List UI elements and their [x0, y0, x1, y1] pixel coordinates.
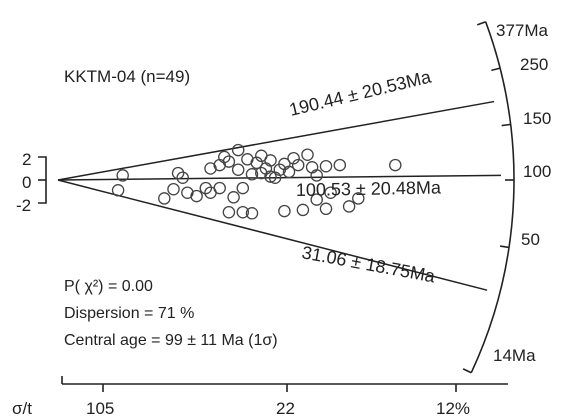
data-point: [116, 169, 129, 182]
age-ray: [57, 174, 501, 181]
x-axis: σ/t 105 22 12%: [12, 376, 508, 418]
x-tick-label: 22: [276, 399, 295, 418]
data-point: [222, 205, 236, 219]
radial-tick: [462, 368, 472, 374]
data-point: [222, 155, 236, 168]
data-point: [250, 156, 263, 170]
data-point: [291, 158, 305, 172]
y-tick-label: 0: [22, 173, 31, 192]
radial-tick-label: 150: [523, 109, 551, 128]
data-point: [352, 192, 365, 205]
ray-label-upper: 190.44 ± 20.53Ma: [287, 66, 434, 120]
radial-tick-label: 250: [520, 55, 548, 74]
data-point: [287, 151, 300, 165]
data-point: [245, 168, 259, 181]
radial-tick-label: 50: [521, 230, 540, 249]
y-axis: 2 0 -2: [16, 150, 47, 215]
data-point: [319, 202, 333, 216]
data-point: [167, 182, 180, 196]
data-point: [319, 159, 333, 173]
age-ray: [57, 100, 495, 181]
data-point: [264, 170, 277, 183]
data-point: [231, 143, 245, 157]
p-chi-square: P( χ²) = 0.00: [64, 278, 153, 295]
age-ray: [57, 179, 488, 291]
data-point: [389, 158, 402, 172]
data-point: [111, 184, 125, 197]
data-point: [213, 181, 226, 195]
data-point: [199, 181, 213, 195]
chart-title: KKTM-04 (n=49): [64, 67, 190, 86]
data-point: [310, 193, 323, 206]
data-point: [158, 192, 171, 205]
data-point: [282, 165, 296, 179]
data-points: [111, 143, 402, 220]
data-point: [231, 163, 245, 176]
radial-tick: [499, 245, 510, 249]
y-tick-label: 2: [22, 150, 31, 169]
x-tick-label: 105: [86, 399, 114, 418]
data-point: [245, 207, 259, 220]
radial-tick: [501, 123, 511, 127]
y-tick-label: -2: [16, 196, 31, 215]
radial-tick-label: 377Ma: [496, 21, 549, 40]
radial-tick: [476, 21, 486, 26]
x-tick-label: 12%: [436, 399, 470, 418]
data-point: [278, 204, 291, 218]
radial-scale-arc: [470, 21, 515, 374]
data-point: [264, 154, 277, 167]
radial-tick-label: 100: [523, 162, 551, 181]
data-point: [236, 181, 250, 195]
data-point: [324, 186, 337, 199]
ray-label-middle: 100.53 ± 20.48Ma: [296, 177, 442, 200]
radial-tick: [491, 67, 501, 72]
central-age: Central age = 99 ± 11 Ma (1σ): [64, 332, 278, 349]
data-point: [171, 166, 185, 180]
data-point: [333, 158, 347, 172]
data-point: [310, 169, 323, 182]
dispersion: Dispersion = 71 %: [64, 305, 194, 322]
data-point: [227, 191, 240, 204]
data-point: [176, 171, 189, 184]
data-point: [296, 203, 310, 217]
data-point: [301, 148, 314, 161]
data-point: [236, 205, 250, 219]
data-point: [218, 150, 231, 164]
data-point: [342, 200, 356, 213]
radial-tick-label: 14Ma: [493, 346, 536, 365]
age-rays: [57, 100, 501, 291]
data-point: [190, 189, 203, 203]
ray-label-lower: 31.06 ± 18.75Ma: [300, 242, 437, 286]
x-axis-title: σ/t: [12, 399, 32, 418]
radial-scale: [462, 21, 515, 374]
